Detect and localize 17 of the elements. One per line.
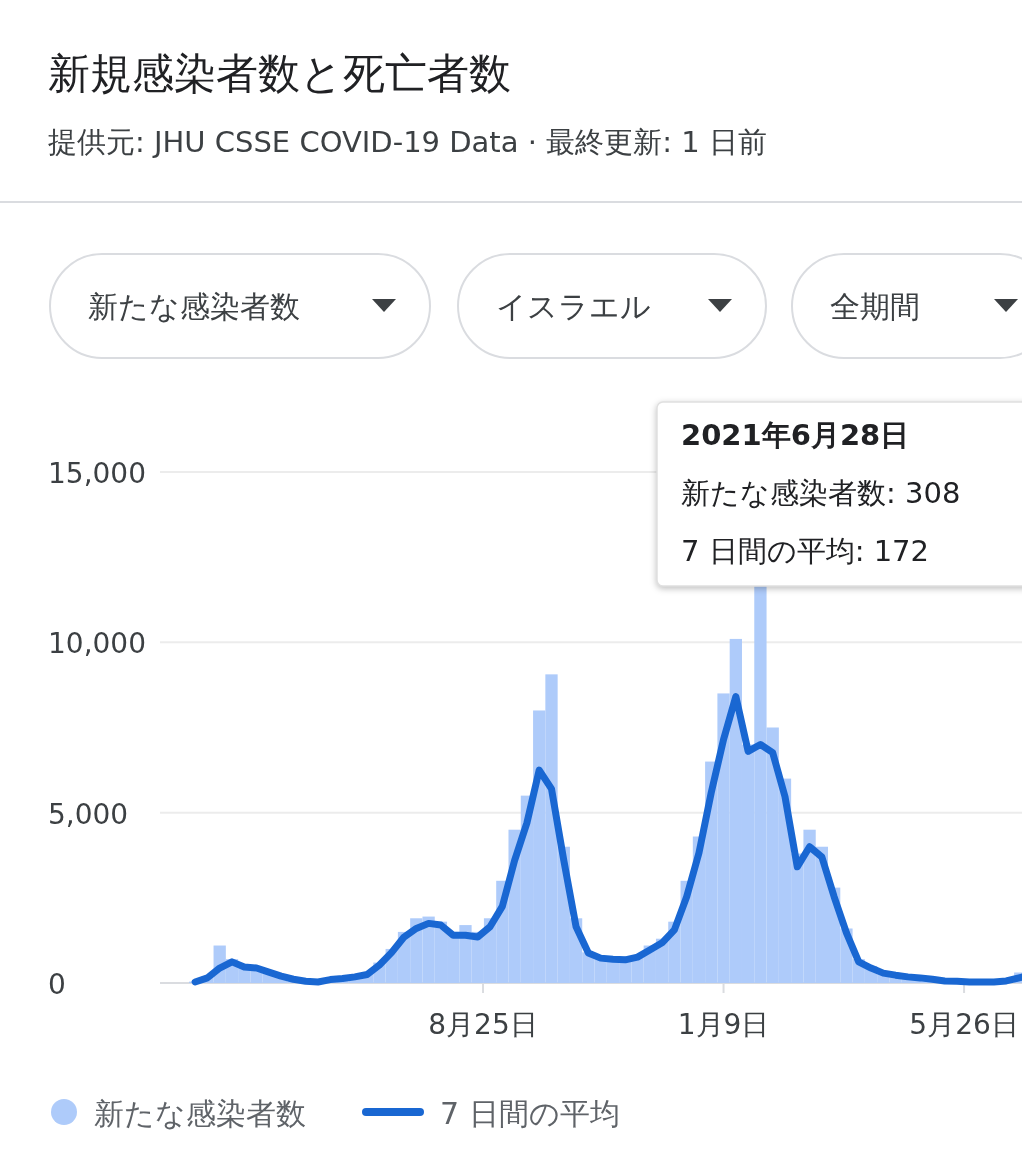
tooltip: 2021年6月28日 新たな感染者数: 308 7 日間の平均: 172	[656, 401, 1022, 587]
legend-label: 7 日間の平均	[440, 1096, 620, 1131]
y-tick-label: 10,000	[48, 627, 146, 661]
legend-label: 新たな感染者数	[94, 1096, 306, 1131]
control: イスラエル	[457, 253, 767, 359]
y-tick-label: 5,000	[48, 797, 129, 831]
x-tick-label: 5月26日	[909, 1008, 1019, 1041]
control: 新たな感染者数	[49, 253, 431, 359]
y-tick-label: 0	[48, 968, 66, 1001]
chart-title: 新規感染者数と死亡者数	[48, 49, 511, 98]
control: 全期間	[791, 253, 1022, 359]
annotation: 7 日間の平均: 172	[681, 534, 930, 568]
annotation: 新たな感染者数: 308	[681, 476, 961, 510]
x-tick-label: 8月25日	[428, 1008, 538, 1041]
chart-subtitle: 提供元: JHU CSSE COVID-19 Data · 最終更新: 1 日前	[48, 125, 767, 159]
y-tick-label: 15,000	[48, 457, 146, 490]
x-tick-label: 1月9日	[677, 1008, 770, 1041]
